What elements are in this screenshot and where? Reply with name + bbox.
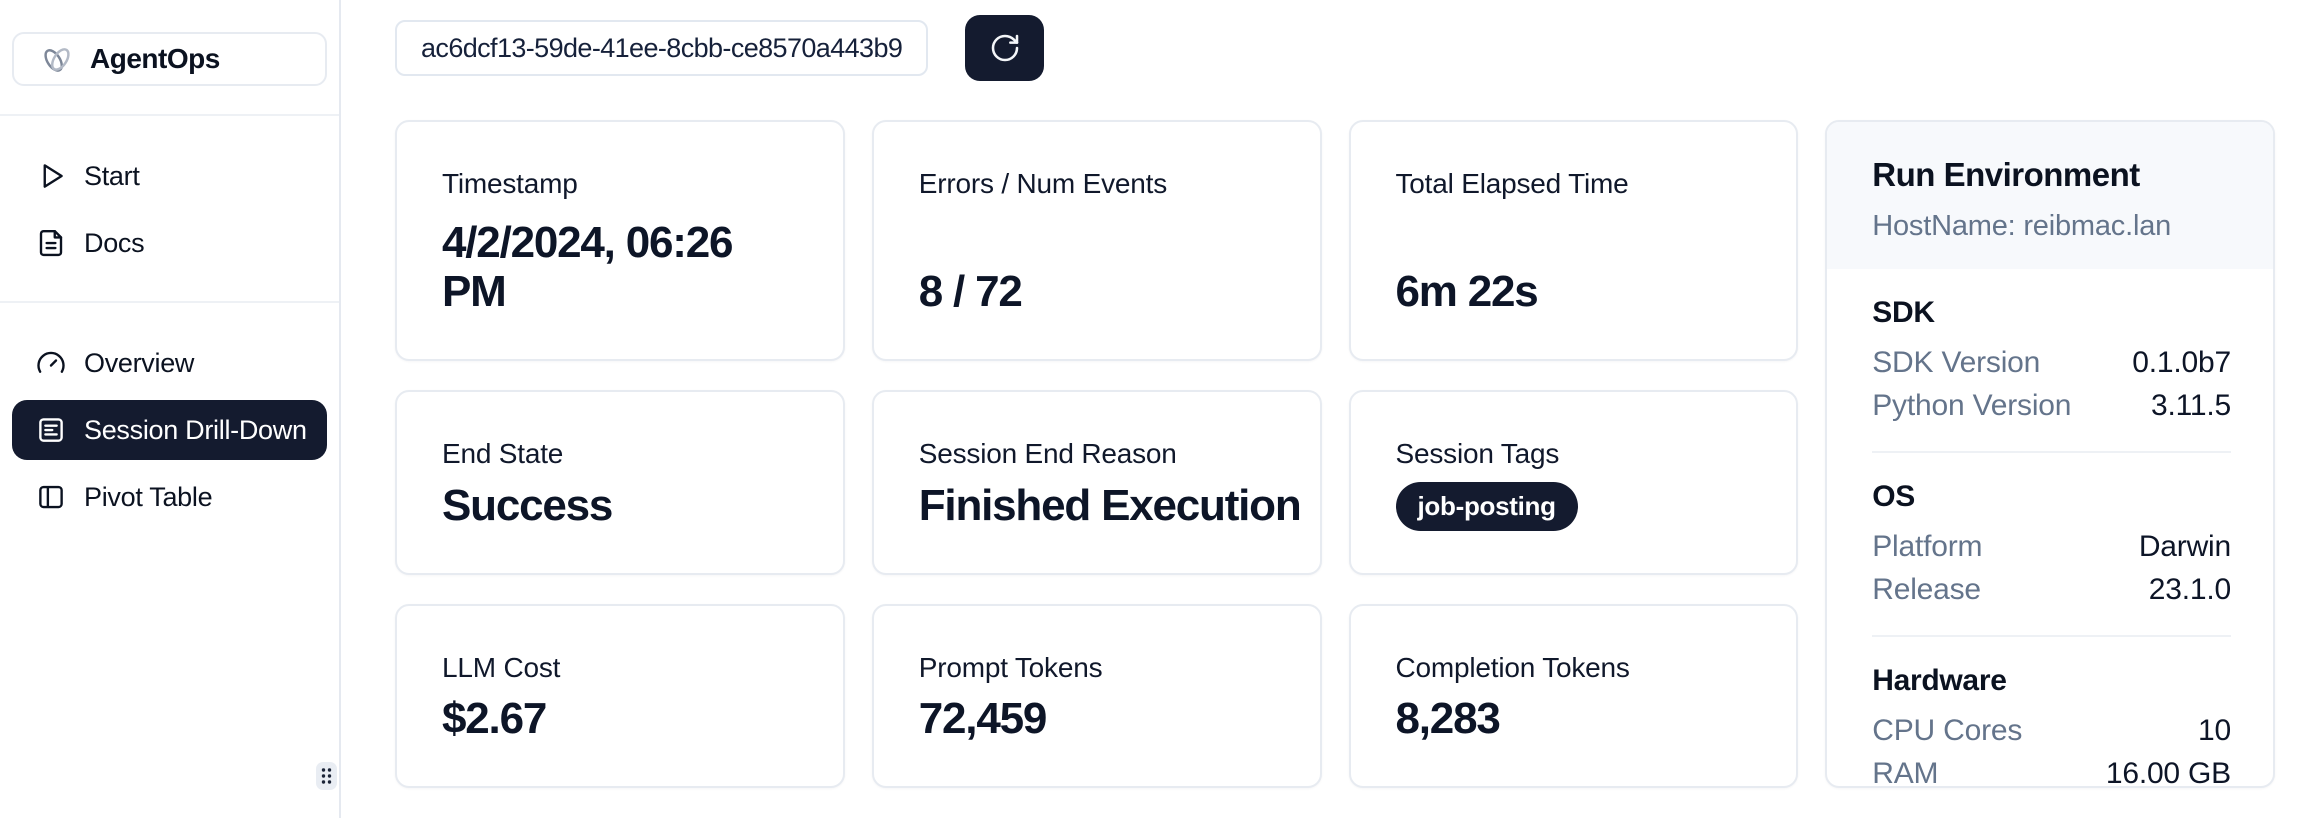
sidebar-item-overview[interactable]: Overview (12, 333, 327, 393)
env-row-value: Darwin (2138, 530, 2231, 563)
env-row-platform: Platform Darwin (1872, 525, 2231, 568)
sidebar-item-label: Overview (84, 347, 195, 378)
env-section-os: OS Platform Darwin Release 23.1.0 (1872, 451, 2231, 635)
stat-card-label: Session Tags (1395, 438, 1560, 469)
env-section-heading: Hardware (1872, 664, 2007, 697)
stat-card-session-end-reason: Session End Reason Finished Execution (871, 390, 1322, 575)
play-icon (36, 161, 66, 191)
env-row-label: Python Version (1872, 389, 2072, 422)
stat-card-value: 72,459 (918, 694, 1048, 744)
env-row-value: 16.00 GB (2105, 757, 2231, 788)
env-section-hardware: Hardware CPU Cores 10 RAM 16.00 GB (1872, 635, 2231, 788)
env-row-label: Platform (1872, 530, 1983, 563)
refresh-icon (989, 32, 1021, 64)
stat-card-llm-cost: LLM Cost $2.67 (395, 604, 845, 788)
sidebar-item-label: Start (84, 160, 140, 191)
stat-card-label: LLM Cost (442, 652, 561, 683)
session-toolbar (395, 15, 2275, 81)
stat-card-value: 8 / 72 (918, 267, 1023, 317)
env-section-heading: OS (1872, 480, 1915, 513)
sidebar-item-label: Session Drill-Down (84, 414, 307, 445)
sidebar-main-nav: Overview Session Drill-Down (12, 333, 327, 527)
sidebar-item-pivot-table[interactable]: Pivot Table (12, 467, 327, 527)
stat-card-label: Errors / Num Events (918, 168, 1168, 199)
session-id-input[interactable] (395, 20, 928, 76)
stat-card-label: Total Elapsed Time (1395, 168, 1629, 199)
stat-card-prompt-tokens: Prompt Tokens 72,459 (871, 604, 1322, 788)
stat-card-end-state: End State Success (395, 390, 845, 575)
stat-card-label: End State (442, 438, 564, 469)
env-section-sdk: SDK SDK Version 0.1.0b7 Python Version 3… (1872, 269, 2231, 451)
env-row-release: Release 23.1.0 (1872, 568, 2231, 611)
env-section-heading: SDK (1872, 296, 1935, 329)
main-content: Run Environment HostName: reibmac.lan SD… (341, 0, 2300, 818)
grip-dots-icon (320, 767, 333, 785)
stat-card-label: Timestamp (442, 168, 578, 199)
sidebar: AgentOps Start (0, 0, 341, 818)
env-row-label: CPU Cores (1872, 714, 2023, 747)
sidebar-divider (0, 114, 339, 116)
agentops-logo-icon (38, 40, 76, 78)
sidebar-item-label: Docs (84, 227, 145, 258)
session-tag-badge: job-posting (1395, 482, 1578, 531)
panel-left-icon (36, 482, 66, 512)
stat-card-errors-num-events: Errors / Num Events 8 / 72 (871, 120, 1322, 361)
env-row-label: SDK Version (1872, 346, 2041, 379)
stat-card-value: $2.67 (442, 694, 547, 744)
env-row-cpu-cores: CPU Cores 10 (1872, 709, 2231, 752)
env-row-label: Release (1872, 573, 1981, 606)
stat-card-value: Finished Execution (918, 481, 1302, 531)
stat-card-timestamp: Timestamp 4/2/2024, 06:26 PM (395, 120, 845, 361)
stat-card-total-elapsed-time: Total Elapsed Time 6m 22s (1348, 120, 1799, 361)
gauge-icon (36, 348, 66, 378)
hostname-text: HostName: reibmac.lan (1872, 210, 2172, 242)
stat-card-label: Session End Reason (918, 438, 1177, 469)
sidebar-item-docs[interactable]: Docs (12, 213, 327, 273)
agentops-logo[interactable]: AgentOps (12, 32, 327, 86)
stat-card-label: Completion Tokens (1395, 652, 1630, 683)
env-row-value: 0.1.0b7 (2132, 346, 2231, 379)
stat-card-value: 8,283 (1395, 694, 1501, 744)
run-environment-body: SDK SDK Version 0.1.0b7 Python Version 3… (1827, 269, 2273, 788)
stat-card-label: Prompt Tokens (918, 652, 1103, 683)
env-row-label: RAM (1872, 757, 1939, 788)
refresh-button[interactable] (965, 15, 1044, 81)
env-row-value: 10 (2198, 714, 2231, 747)
run-environment-panel: Run Environment HostName: reibmac.lan SD… (1825, 120, 2275, 788)
stat-card-value: Success (442, 481, 613, 531)
stat-card-value: 6m 22s (1395, 267, 1539, 317)
env-row-sdk-version: SDK Version 0.1.0b7 (1872, 341, 2231, 384)
run-environment-header: Run Environment HostName: reibmac.lan (1827, 122, 2273, 269)
sidebar-item-session-drill-down[interactable]: Session Drill-Down (12, 400, 327, 460)
env-row-value: 23.1.0 (2148, 573, 2231, 606)
session-notes-icon (36, 415, 66, 445)
session-tags-container: job-posting (1395, 482, 1753, 531)
env-row-python-version: Python Version 3.11.5 (1872, 384, 2231, 427)
run-environment-title: Run Environment (1872, 156, 2140, 193)
sidebar-divider (0, 301, 339, 303)
sidebar-top-nav: Start Docs (12, 146, 327, 273)
stat-card-completion-tokens: Completion Tokens 8,283 (1348, 604, 1799, 788)
sidebar-item-start[interactable]: Start (12, 146, 327, 206)
env-row-ram: RAM 16.00 GB (1872, 752, 2231, 788)
file-text-icon (36, 228, 66, 258)
sidebar-item-label: Pivot Table (84, 481, 213, 512)
app-title: AgentOps (90, 43, 220, 74)
stat-card-session-tags: Session Tags job-posting (1348, 390, 1799, 575)
env-row-value: 3.11.5 (2151, 389, 2231, 422)
sidebar-resize-handle[interactable] (316, 762, 337, 790)
stat-card-value: 4/2/2024, 06:26 PM (442, 217, 733, 317)
session-stats-grid: Run Environment HostName: reibmac.lan SD… (395, 120, 2275, 788)
